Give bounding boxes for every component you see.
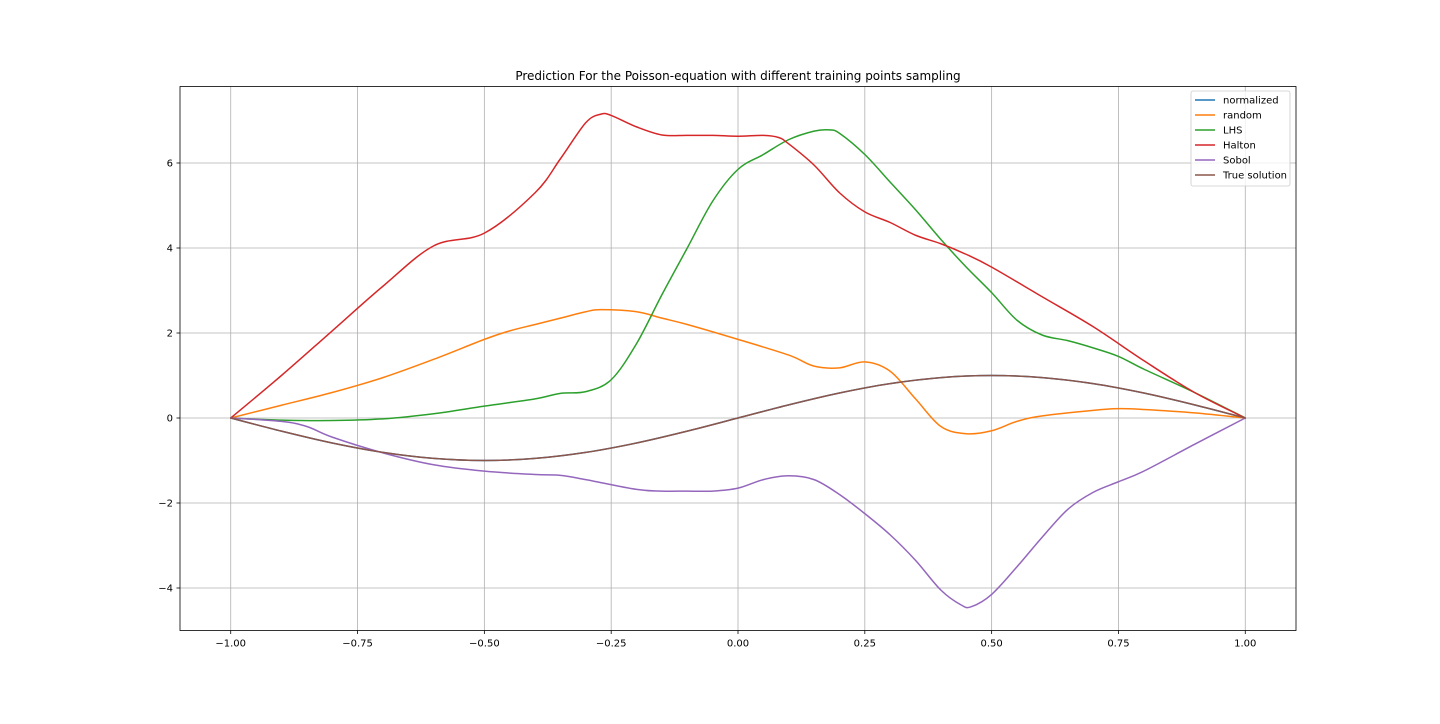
- series-line-lhs: [229, 128, 1247, 422]
- y-tick-label: 0: [167, 414, 173, 425]
- legend-label-random: random: [1223, 111, 1262, 122]
- y-axis: −4 −2 0 2 4 6: [158, 159, 180, 595]
- series-line-true-solution: [229, 374, 1247, 462]
- x-tick-label: −0.25: [596, 639, 627, 650]
- legend: normalized random LHS Halton Sobol True solut…: [1190, 90, 1291, 187]
- legend-box: [1190, 90, 1291, 187]
- legend-label-sobol: Sobol: [1223, 156, 1251, 167]
- chart-title: Prediction For the Poisson-equation with…: [515, 69, 960, 83]
- legend-label-halton: Halton: [1223, 141, 1256, 152]
- x-tick-label: −0.75: [342, 639, 373, 650]
- x-tick-label: −0.50: [469, 639, 500, 650]
- x-tick-label: 1.00: [1234, 639, 1256, 650]
- y-tick-label: −4: [158, 584, 173, 595]
- x-tick-label: 0.25: [854, 639, 876, 650]
- legend-label-lhs: LHS: [1223, 126, 1242, 137]
- series-line-random: [229, 308, 1247, 435]
- series-line-halton: [229, 112, 1247, 419]
- legend-label-normalized: normalized: [1223, 96, 1279, 107]
- x-tick-label: 0.75: [1107, 639, 1129, 650]
- y-tick-label: 2: [167, 329, 173, 340]
- x-axis: −1.00 −0.75 −0.50 −0.25 0.00 0.25 0.50 0.75 1.00: [215, 630, 1256, 650]
- x-tick-label: 0.00: [727, 639, 749, 650]
- y-tick-label: −2: [158, 499, 173, 510]
- x-tick-label: −1.00: [215, 639, 246, 650]
- series-layer: [229, 112, 1247, 609]
- series-line-sobol: [229, 417, 1247, 609]
- y-tick-label: 6: [167, 159, 173, 170]
- y-tick-label: 4: [167, 244, 173, 255]
- x-tick-label: 0.50: [981, 639, 1003, 650]
- legend-label-true-solution: True solution: [1222, 171, 1287, 182]
